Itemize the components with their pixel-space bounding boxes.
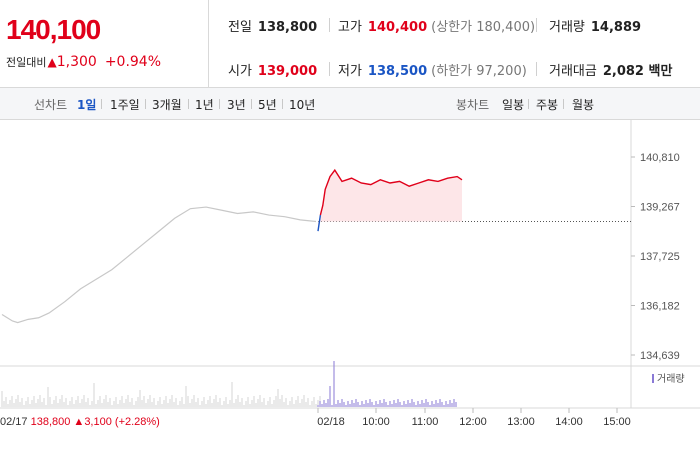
candle-chart-label: 봉차트 — [456, 98, 490, 112]
change-label: 전일대비 — [6, 56, 47, 69]
x-tick-label: 12:00 — [459, 416, 487, 428]
trade-value-label: 거래대금 — [549, 64, 597, 79]
y-tick-label: 137,725 — [640, 251, 680, 263]
prev-close-cell: 전일 138,800 — [228, 16, 317, 35]
candle-weekly[interactable]: 주봉 — [536, 98, 559, 112]
volume-label: 거래량 — [549, 20, 585, 35]
candle-monthly[interactable]: 월봉 — [572, 98, 595, 112]
trade-value-cell: 거래대금 2,082 백만 — [549, 60, 672, 79]
divider — [251, 99, 252, 109]
high-value: 140,400 — [367, 20, 428, 35]
today-price-line-down — [317, 214, 322, 232]
prev-day-summary: 02/17 138,800 ▲3,100 (+2.28%) — [0, 416, 160, 428]
divider — [101, 99, 102, 109]
period-5y[interactable]: 5년 — [258, 98, 277, 112]
low-value: 138,500 — [367, 64, 428, 79]
low-cell: 저가 138,500 (하한가 97,200) — [338, 60, 527, 79]
quote-header: 140,100 전일대비▲1,300 +0.94% 전일 138,800 고가 140… — [0, 0, 700, 88]
period-1y[interactable]: 1년 — [195, 98, 214, 112]
x-tick-label: 15:00 — [603, 416, 631, 428]
candle-daily[interactable]: 일봉 — [502, 98, 525, 112]
up-arrow-icon: ▲ — [47, 55, 57, 69]
open-label: 시가 — [228, 64, 252, 79]
divider — [188, 99, 189, 109]
y-tick-label: 136,182 — [640, 300, 680, 312]
change-percent: +0.94% — [104, 54, 162, 70]
today-price-line-up — [319, 168, 463, 216]
line-chart-label: 선차트 — [34, 98, 68, 112]
period-10y[interactable]: 10년 — [289, 98, 316, 112]
period-1w[interactable]: 1주일 — [110, 98, 140, 112]
change-amount: 1,300 — [56, 54, 97, 70]
prev-close-label: 전일 — [228, 20, 252, 35]
price-chart: 140,810 139,267 137,725 136,182 134,639 거래량 … — [0, 120, 700, 450]
volume-legend-label: 거래량 — [657, 373, 685, 385]
price-summary: 140,100 전일대비▲1,300 +0.94% — [0, 0, 209, 87]
trade-value-value: 2,082 백만 — [602, 64, 673, 79]
divider — [536, 62, 537, 76]
volume-value: 14,889 — [590, 20, 642, 35]
open-value: 139,000 — [257, 64, 318, 79]
period-3y[interactable]: 3년 — [227, 98, 246, 112]
divider — [528, 99, 529, 109]
prev-close-value: 138,800 — [257, 20, 318, 35]
divider — [329, 18, 330, 32]
x-tick-label: 14:00 — [555, 416, 583, 428]
volume-legend-icon — [652, 374, 654, 383]
change-row: 전일대비▲1,300 +0.94% — [6, 54, 161, 70]
low-label: 저가 — [338, 64, 362, 79]
x-tick-label: 10:00 — [362, 416, 390, 428]
period-1d[interactable]: 1일 — [77, 98, 97, 112]
upper-limit: (상한가 180,400) — [431, 20, 536, 35]
divider — [536, 18, 537, 32]
divider — [563, 99, 564, 109]
current-price: 140,100 — [6, 14, 101, 45]
y-tick-label: 134,639 — [640, 350, 680, 362]
today-date-label: 02/18 — [317, 416, 345, 428]
y-tick-label: 140,810 — [640, 152, 680, 164]
divider — [145, 99, 146, 109]
lower-limit: (하한가 97,200) — [431, 64, 527, 79]
prev-day-price-line — [1, 206, 317, 324]
high-cell: 고가 140,400 (상한가 180,400) — [338, 16, 535, 35]
high-label: 고가 — [338, 20, 362, 35]
divider — [282, 99, 283, 109]
divider — [329, 62, 330, 76]
y-tick-label: 139,267 — [640, 202, 680, 214]
open-cell: 시가 139,000 — [228, 60, 317, 79]
divider — [219, 99, 220, 109]
chart-toolbar: 선차트 1일 1주일 3개월 1년 3년 5년 10년 봉차트 일봉 주봉 월봉 — [0, 88, 700, 120]
period-3m[interactable]: 3개월 — [152, 98, 182, 112]
today-fill-area — [318, 170, 462, 232]
volume-cell: 거래량 14,889 — [549, 16, 641, 35]
x-tick-label: 13:00 — [507, 416, 535, 428]
x-tick-label: 11:00 — [412, 416, 439, 428]
